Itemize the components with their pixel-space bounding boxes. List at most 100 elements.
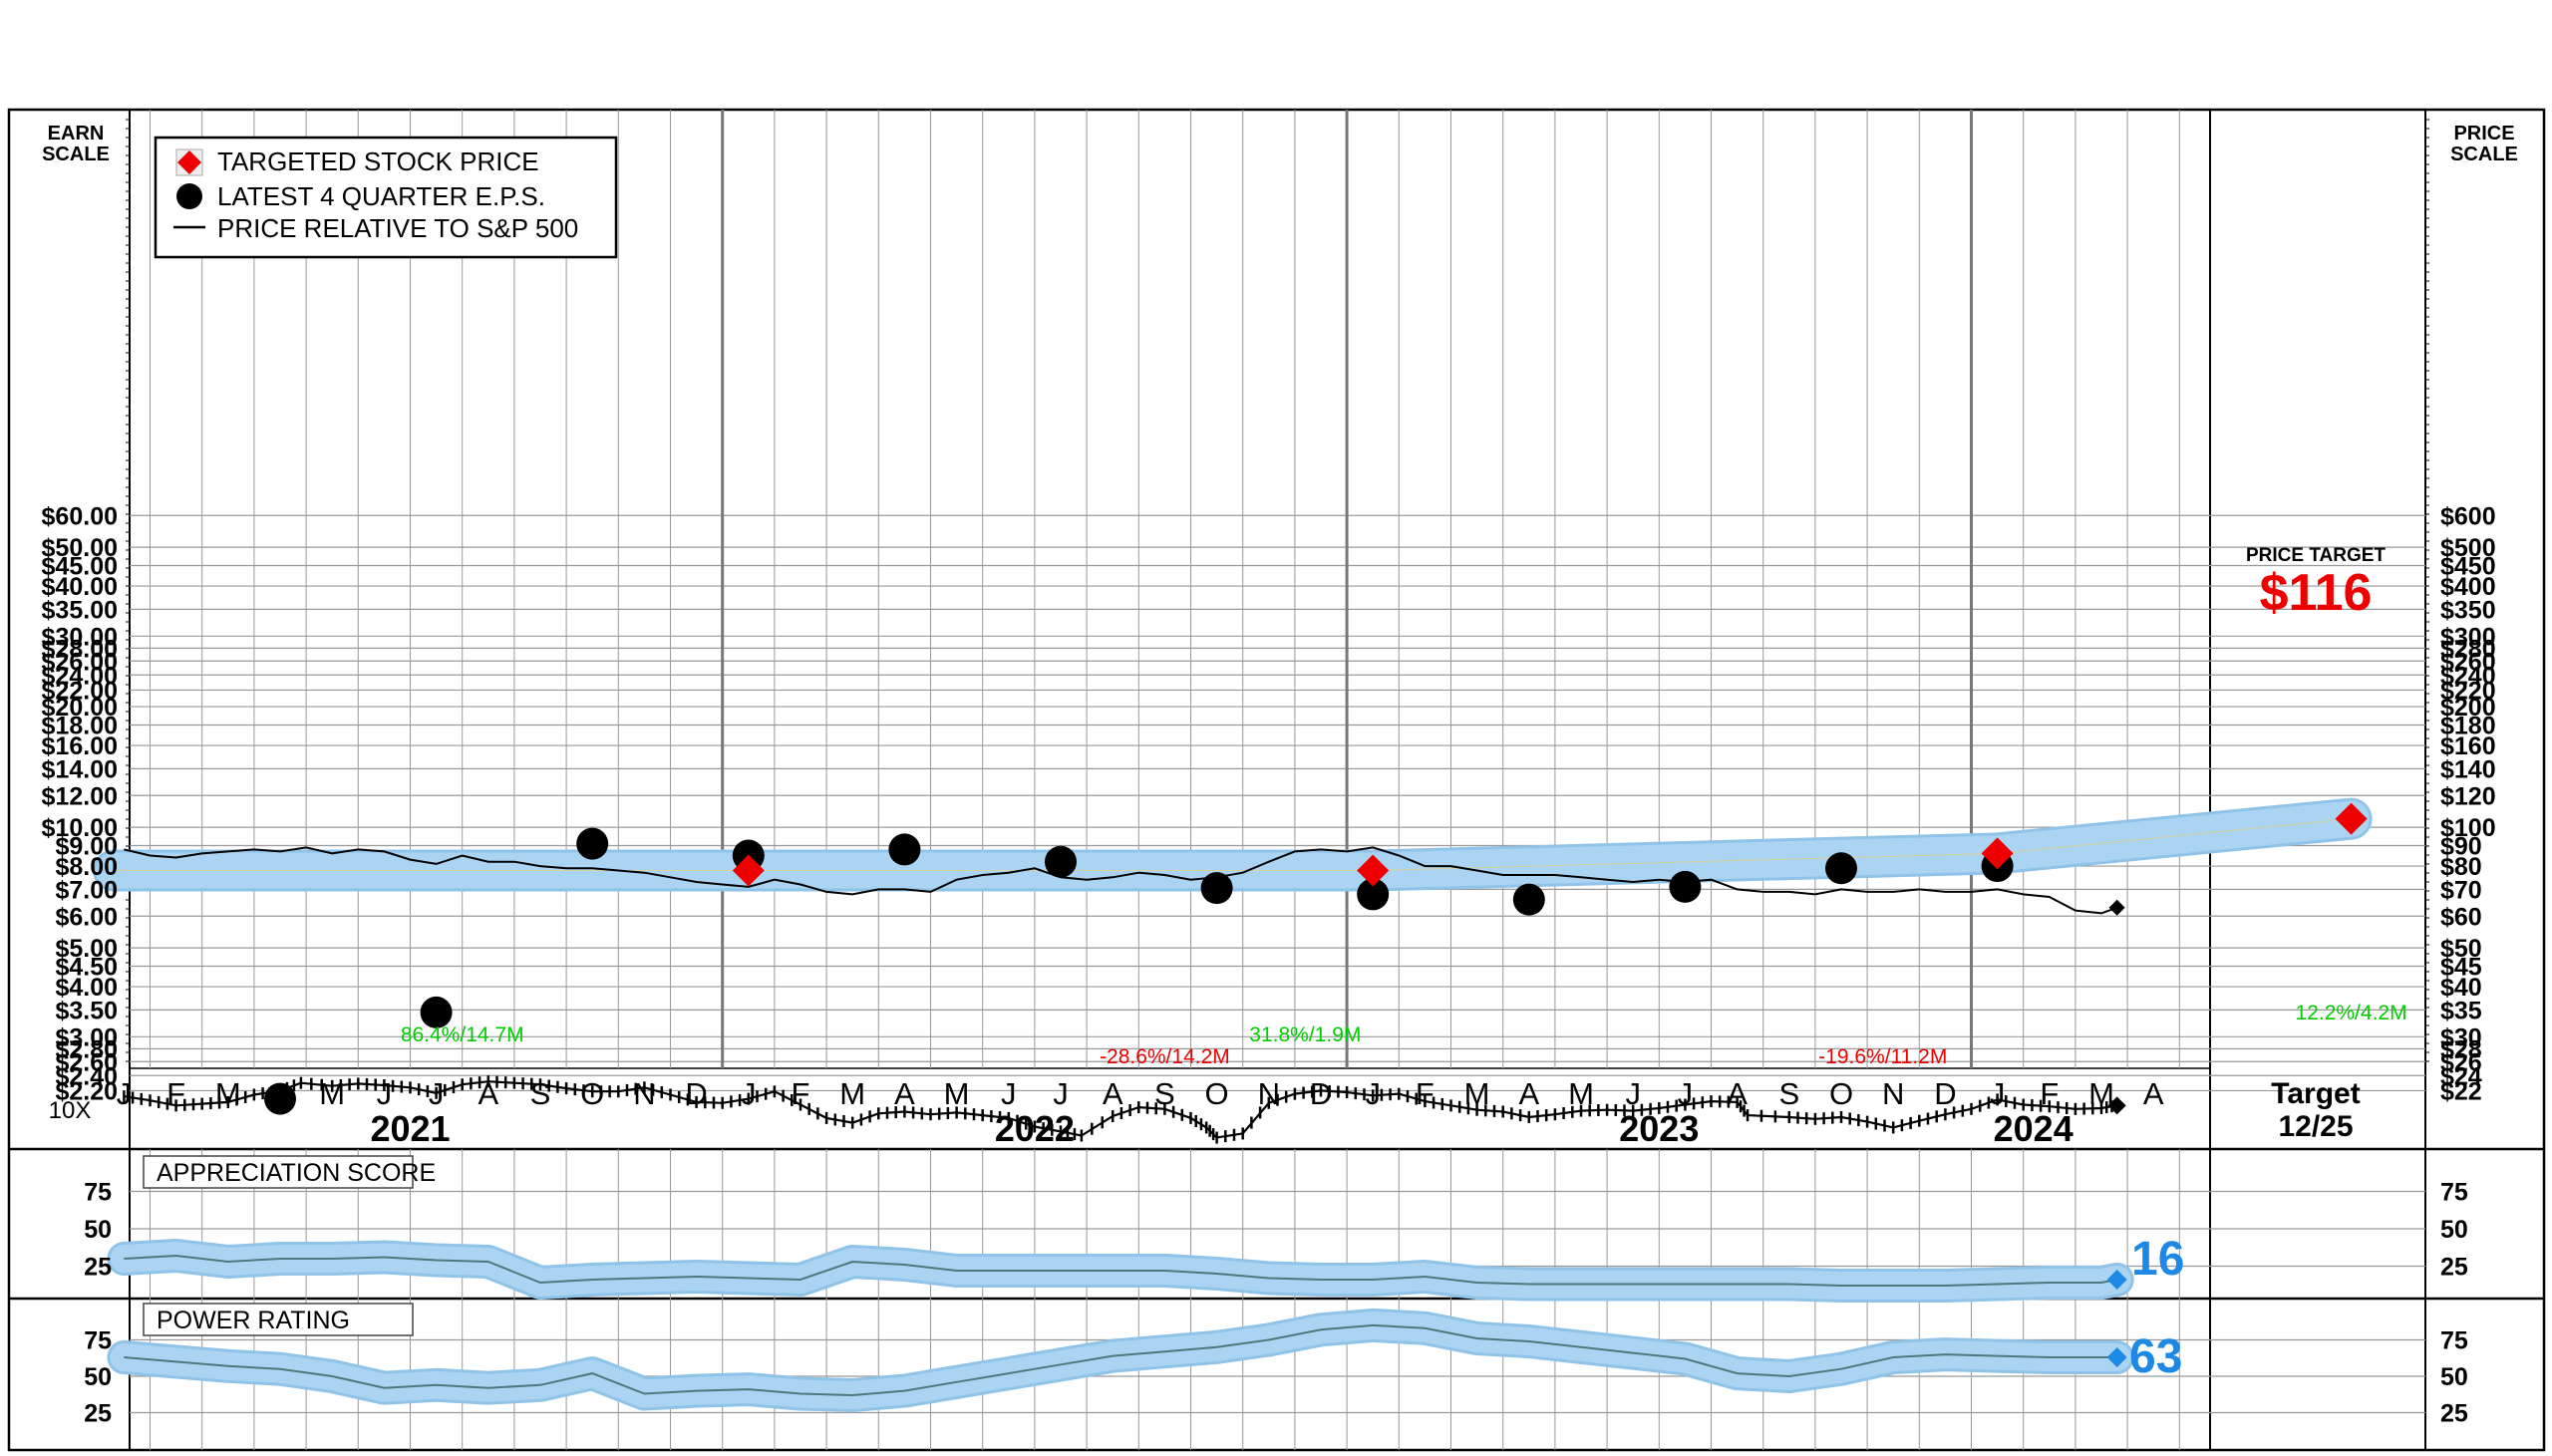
- month-label: S: [530, 1076, 551, 1111]
- legend-target-label: TARGETED STOCK PRICE: [217, 146, 539, 176]
- earn-tick-label: $16.00: [42, 732, 118, 760]
- earn-tick-label: $2.40: [55, 1062, 118, 1090]
- earn-tick-label: $22.00: [42, 677, 118, 705]
- performance-note: 12.2%/4.2M: [2296, 1002, 2407, 1024]
- month-label: O: [1829, 1076, 1853, 1111]
- month-label: A: [2143, 1076, 2164, 1111]
- performance-note: -19.6%/11.2M: [1818, 1045, 1947, 1068]
- price-tick-label: $160: [2440, 732, 2496, 760]
- price-scale-title-1: PRICE: [2453, 123, 2514, 145]
- month-label: M: [319, 1076, 345, 1111]
- power-tick-label: 75: [84, 1327, 112, 1355]
- power-line: [124, 1323, 2117, 1397]
- price-tick-label: $300: [2440, 623, 2496, 651]
- year-label: 2024: [1994, 1108, 2074, 1149]
- performance-note: 31.8%/1.9M: [1249, 1023, 1361, 1046]
- price-tick-label: $240: [2440, 662, 2496, 690]
- eps-point: [264, 1082, 296, 1115]
- month-label: M: [1568, 1076, 1594, 1111]
- target-price-diamond: [1981, 837, 2014, 870]
- earn-tick-label: $50.00: [42, 534, 118, 562]
- legend-relative-label: PRICE RELATIVE TO S&P 500: [217, 213, 578, 243]
- price-tick-label: $100: [2440, 814, 2496, 842]
- price-tick-label: $600: [2440, 502, 2496, 530]
- earn-tick-label: $35.00: [42, 596, 118, 624]
- earn-tick-label: $10.00: [42, 814, 118, 842]
- earn-tick-label: $2.20: [55, 1077, 118, 1105]
- earn-tick-label: $24.00: [42, 662, 118, 690]
- earn-tick-label: $60.00: [42, 502, 118, 530]
- earn-tick-label: $14.00: [42, 755, 118, 783]
- price-tick-label: $140: [2440, 755, 2496, 783]
- price-tick-label: $22: [2440, 1077, 2482, 1105]
- performance-annotations: 86.4%/14.7M -28.6%/14.2M 31.8%/1.9M -19.6%/…: [401, 1002, 2407, 1068]
- eps-point: [1825, 852, 1857, 885]
- month-label: N: [1258, 1076, 1280, 1111]
- month-label: S: [1778, 1076, 1799, 1111]
- earn-tick-label: $30.00: [42, 623, 118, 651]
- price-tick-label: $45: [2440, 954, 2482, 982]
- earn-tick-label: $8.00: [55, 853, 118, 881]
- performance-note: 86.4%/14.7M: [401, 1023, 524, 1046]
- month-label: F: [166, 1076, 185, 1111]
- price-tick-label: $260: [2440, 648, 2496, 676]
- year-label: 2021: [370, 1108, 450, 1149]
- month-label: J: [117, 1076, 133, 1111]
- power-band: [110, 1310, 2131, 1409]
- relative-strength-line: [124, 846, 2118, 915]
- tenx-label: 10X: [49, 1097, 92, 1124]
- appreciation-end-diamond: [2106, 1270, 2127, 1290]
- price-tick-label: $35: [2440, 997, 2482, 1024]
- month-label: F: [1416, 1076, 1435, 1111]
- month-label: J: [1001, 1076, 1017, 1111]
- month-label: J: [1365, 1076, 1381, 1111]
- eps-point: [1512, 883, 1545, 916]
- earn-tick-label: $9.00: [55, 832, 118, 860]
- price-tick-label: $70: [2440, 876, 2482, 904]
- target-price-band: [93, 797, 2373, 892]
- month-label: O: [1205, 1076, 1229, 1111]
- black-dot-icon: [176, 183, 202, 209]
- price-tick-label: $220: [2440, 677, 2496, 705]
- month-label: J: [1053, 1076, 1069, 1111]
- appreciation-tick-label: 75: [2440, 1179, 2468, 1207]
- month-label: A: [478, 1076, 498, 1111]
- appreciation-tick-label: 25: [2440, 1254, 2468, 1282]
- price-tick-label: $40: [2440, 974, 2482, 1002]
- price-tick-label: $200: [2440, 694, 2496, 722]
- axis-labels: $60.00 $600 $50.00 $500 $45.00 $450 $40.00 $400…: [42, 502, 2496, 1427]
- earn-tick-label: $2.80: [55, 1035, 118, 1063]
- price-tick-label: $30: [2440, 1023, 2482, 1051]
- appreciation-tick-label: 50: [2440, 1216, 2468, 1244]
- month-label: D: [1310, 1076, 1332, 1111]
- earn-tick-label: $2.60: [55, 1048, 118, 1076]
- eps-point: [420, 996, 453, 1028]
- target-price-diamond: [1357, 854, 1390, 887]
- relative-end-diamond: [2108, 899, 2125, 916]
- month-label: F: [792, 1076, 810, 1111]
- price-tick-label: $26: [2440, 1048, 2482, 1076]
- month-label: M: [2088, 1076, 2114, 1111]
- price-tick-label: $450: [2440, 553, 2496, 581]
- earn-tick-label: $40.00: [42, 573, 118, 601]
- red-diamond-icon: [177, 150, 201, 174]
- eps-series: [264, 827, 2014, 1115]
- price-tick-label: $60: [2440, 903, 2482, 931]
- earn-tick-label: $45.00: [42, 553, 118, 581]
- earn-tick-label: $3.50: [55, 997, 118, 1024]
- power-tick-label: 50: [84, 1363, 112, 1391]
- price-tick-label: $400: [2440, 573, 2496, 601]
- earn-tick-label: $12.00: [42, 782, 118, 810]
- legend-eps-label: LATEST 4 QUARTER E.P.S.: [217, 181, 545, 211]
- power-tick-label: 50: [2440, 1363, 2468, 1391]
- performance-note: -28.6%/14.2M: [1100, 1045, 1230, 1068]
- month-label: N: [1882, 1076, 1904, 1111]
- price-tick-label: $350: [2440, 596, 2496, 624]
- month-label: N: [633, 1076, 655, 1111]
- appreciation-score-value: 16: [2131, 1233, 2184, 1286]
- target-price-series: [732, 802, 2368, 887]
- month-label: O: [580, 1076, 604, 1111]
- earn-tick-label: $18.00: [42, 712, 118, 739]
- price-end-diamond: [2107, 1096, 2126, 1115]
- month-label: M: [944, 1076, 970, 1111]
